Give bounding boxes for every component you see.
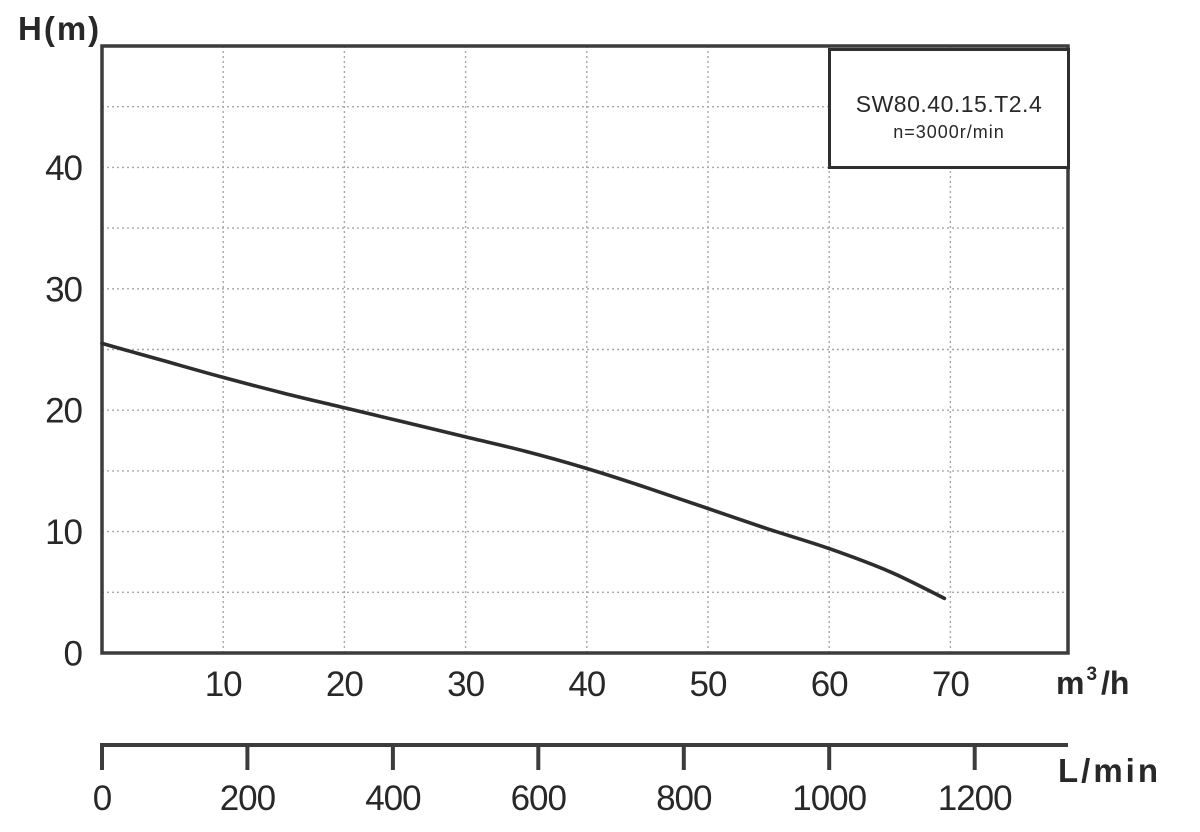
x-tick-label: 40 [568, 665, 605, 704]
x-tick-label: 60 [811, 665, 848, 704]
y-tick-label: 0 [64, 635, 83, 674]
y-tick-label: 10 [45, 513, 82, 552]
legend-speed-label: n=3000r/min [893, 121, 1005, 142]
secondary-axis-unit-label: L/min [1058, 752, 1161, 789]
legend-model-label: SW80.40.15.T2.4 [855, 90, 1043, 117]
pump-curve [100, 341, 947, 601]
y-tick-label: 20 [45, 392, 82, 431]
secondary-tick-label: 600 [511, 779, 567, 818]
secondary-tick-label: 1000 [792, 779, 866, 818]
legend-box: SW80.40.15.T2.4 n=3000r/min [828, 48, 1070, 169]
secondary-tick-label: 800 [656, 779, 712, 818]
secondary-tick-label: 400 [365, 779, 421, 818]
x-tick-label: 30 [447, 665, 484, 704]
y-tick-label: 40 [45, 149, 82, 188]
y-axis-title: H(m) [18, 10, 102, 47]
y-tick-label: 30 [45, 270, 82, 309]
x-tick-label: 10 [205, 665, 242, 704]
secondary-tick-label: 1200 [938, 779, 1012, 818]
secondary-tick-label: 200 [220, 779, 276, 818]
x-unit-denominator: /h [1101, 665, 1130, 701]
x-tick-label: 20 [326, 665, 363, 704]
secondary-tick-label: 0 [93, 779, 112, 818]
x-unit-superscript: 3 [1086, 664, 1098, 685]
x-axis-unit-label: m 3/h [1056, 664, 1129, 702]
plot-border [100, 44, 1070, 655]
x-unit-base: m [1056, 665, 1085, 701]
x-tick-label: 50 [690, 665, 727, 704]
x-tick-label: 70 [932, 665, 969, 704]
